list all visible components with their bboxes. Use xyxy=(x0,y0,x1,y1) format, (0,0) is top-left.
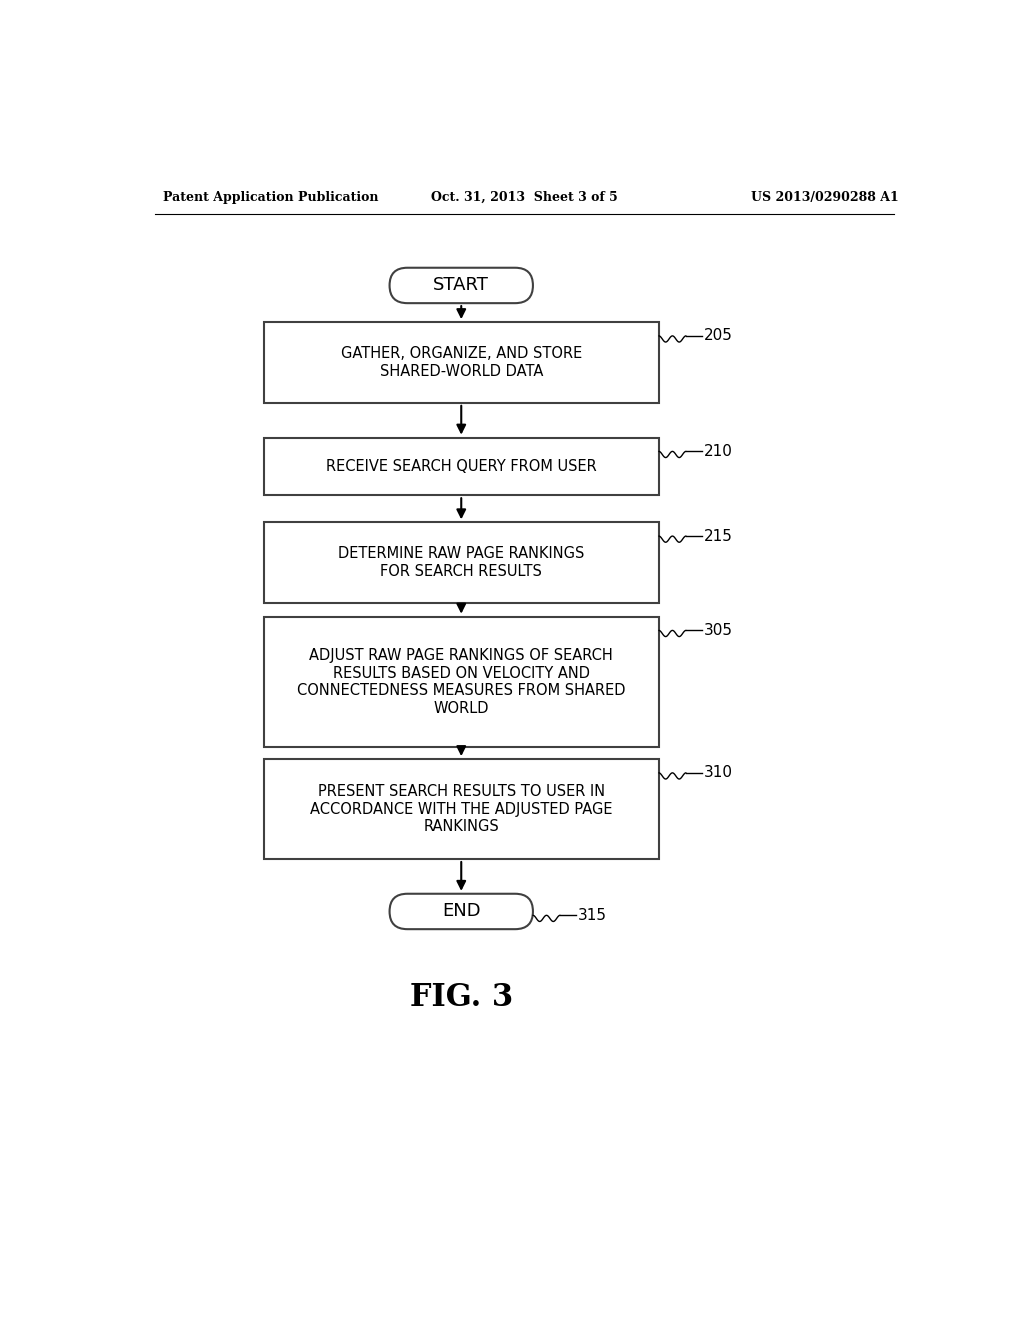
Text: RECEIVE SEARCH QUERY FROM USER: RECEIVE SEARCH QUERY FROM USER xyxy=(326,459,597,474)
Text: 215: 215 xyxy=(703,528,733,544)
Bar xyxy=(263,759,658,859)
Bar xyxy=(263,616,658,747)
Text: Oct. 31, 2013  Sheet 3 of 5: Oct. 31, 2013 Sheet 3 of 5 xyxy=(431,190,618,203)
Text: 315: 315 xyxy=(578,908,607,923)
Text: Patent Application Publication: Patent Application Publication xyxy=(163,190,379,203)
Text: FIG. 3: FIG. 3 xyxy=(410,982,513,1014)
Text: ADJUST RAW PAGE RANKINGS OF SEARCH
RESULTS BASED ON VELOCITY AND
CONNECTEDNESS M: ADJUST RAW PAGE RANKINGS OF SEARCH RESUL… xyxy=(297,648,626,715)
FancyBboxPatch shape xyxy=(389,268,532,304)
Text: START: START xyxy=(433,276,489,294)
FancyBboxPatch shape xyxy=(389,894,532,929)
Bar xyxy=(263,523,658,603)
Text: DETERMINE RAW PAGE RANKINGS
FOR SEARCH RESULTS: DETERMINE RAW PAGE RANKINGS FOR SEARCH R… xyxy=(338,546,585,579)
Bar xyxy=(263,437,658,495)
Text: END: END xyxy=(442,903,480,920)
Text: GATHER, ORGANIZE, AND STORE
SHARED-WORLD DATA: GATHER, ORGANIZE, AND STORE SHARED-WORLD… xyxy=(341,346,582,379)
Text: 210: 210 xyxy=(703,444,733,459)
Text: 305: 305 xyxy=(703,623,733,638)
Text: PRESENT SEARCH RESULTS TO USER IN
ACCORDANCE WITH THE ADJUSTED PAGE
RANKINGS: PRESENT SEARCH RESULTS TO USER IN ACCORD… xyxy=(310,784,612,834)
Text: US 2013/0290288 A1: US 2013/0290288 A1 xyxy=(751,190,898,203)
Text: 205: 205 xyxy=(703,329,733,343)
Bar xyxy=(263,322,658,403)
Text: 310: 310 xyxy=(703,766,733,780)
